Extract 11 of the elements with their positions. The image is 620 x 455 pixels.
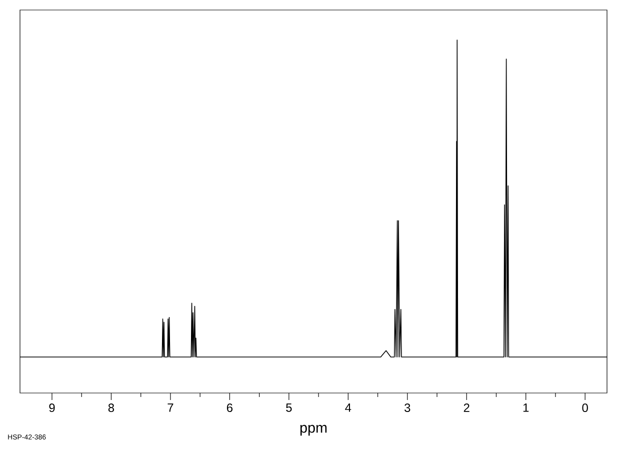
x-tick-label: 7 [168,404,174,412]
x-tick-label: 1 [523,404,529,412]
x-tick-label: 6 [226,404,232,412]
x-tick-label: 9 [49,404,55,412]
x-tick-label: 3 [404,404,410,412]
x-tick-label: 0 [582,404,588,412]
x-tick-label: 5 [286,404,292,412]
x-tick-label: 4 [345,404,352,412]
x-tick-label: 2 [464,404,470,412]
x-tick-label: 8 [108,404,114,412]
x-axis-title: ppm [300,424,327,436]
